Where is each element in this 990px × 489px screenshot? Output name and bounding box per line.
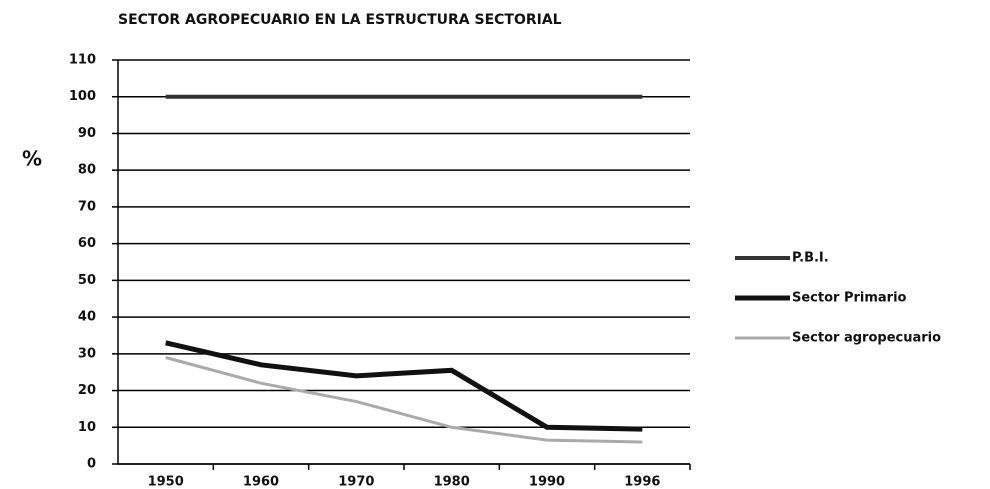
x-tick-label: 1970: [338, 475, 374, 489]
y-tick-label: 100: [69, 89, 96, 104]
y-tick-label: 10: [78, 420, 96, 435]
x-tick-label: 1950: [148, 475, 184, 489]
legend-label: P.B.I.: [792, 251, 829, 266]
y-tick-label: 40: [78, 310, 96, 325]
y-tick-label: 0: [87, 457, 96, 472]
series-line: [165, 356, 643, 444]
legend-label: Sector Primario: [792, 291, 907, 306]
x-tick-label: 1960: [243, 475, 279, 489]
y-tick-label: 110: [69, 53, 96, 68]
y-tick-label: 80: [78, 163, 96, 178]
x-tick-label: 1996: [624, 475, 660, 489]
y-tick-label: 90: [78, 126, 96, 141]
x-tick-label: 1990: [529, 475, 565, 489]
y-tick-label: 30: [78, 346, 96, 361]
y-tick-label: 70: [78, 199, 96, 214]
y-tick-label: 20: [78, 383, 96, 398]
x-tick-label: 1980: [434, 475, 470, 489]
y-tick-label: 60: [78, 236, 96, 251]
chart-title: SECTOR AGROPECUARIO EN LA ESTRUCTURA SEC…: [118, 12, 562, 28]
series-line: [165, 340, 643, 432]
y-tick-label: 50: [78, 273, 96, 288]
y-axis-label: %: [22, 147, 42, 171]
legend-label: Sector agropecuario: [792, 331, 941, 346]
